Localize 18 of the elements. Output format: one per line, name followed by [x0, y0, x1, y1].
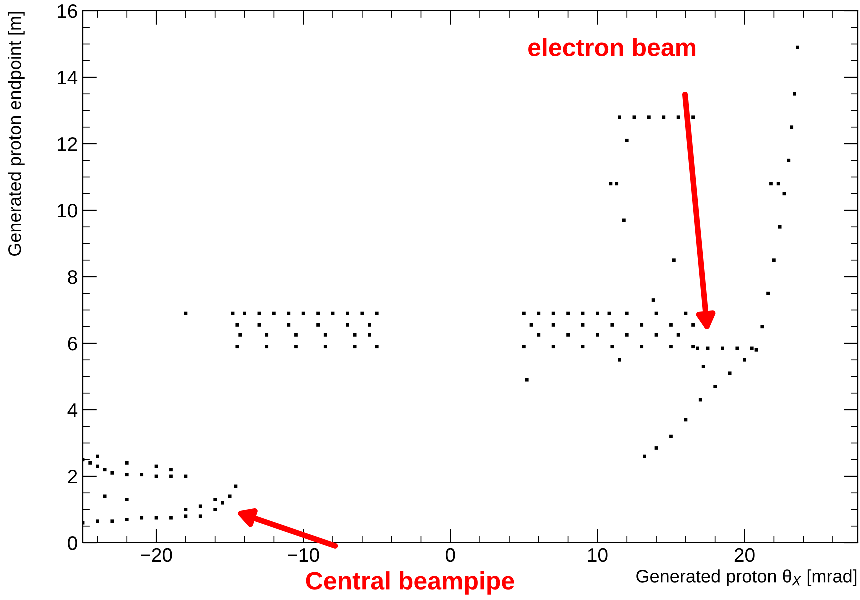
y-tick-label: 8: [68, 270, 78, 284]
y-axis-title: Generated proton endpoint [m]: [8, 12, 25, 256]
x-tick-label: 20: [734, 548, 755, 562]
y-tick-label: 6: [68, 336, 78, 351]
x-axis-title: Generated proton θ$_{X}$ [mrad]: [636, 570, 857, 586]
y-tick-label: 0: [68, 536, 78, 550]
text: Central beampipe: [306, 572, 514, 595]
annotation: electron beam: [528, 38, 696, 57]
x-tick-label: 10: [588, 548, 608, 562]
y-tick-label: 2: [68, 470, 78, 484]
x-tick-label: −20: [141, 548, 172, 562]
x-tick-label: −10: [288, 548, 320, 562]
x-tick-label: 0: [446, 548, 456, 562]
y-tick-label: 4: [68, 404, 78, 418]
y-tick-label: 14: [58, 71, 78, 85]
y-tick-label: 10: [58, 204, 78, 218]
y-tick-label: 12: [58, 137, 78, 152]
y-tick-label: 16: [58, 4, 78, 18]
